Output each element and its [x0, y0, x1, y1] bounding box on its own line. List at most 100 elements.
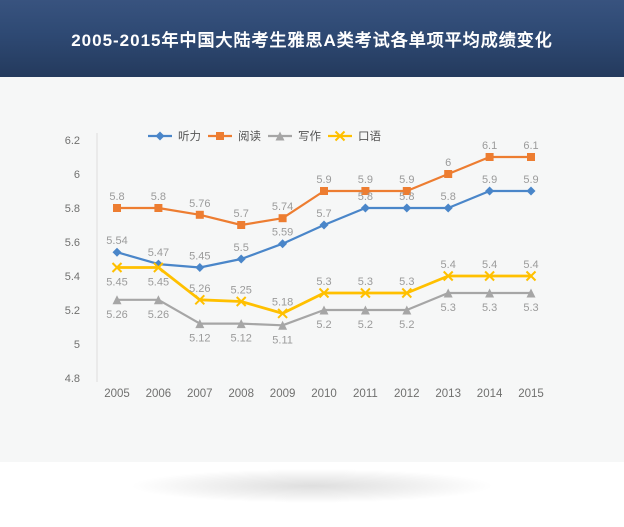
- data-label: 5.9: [358, 174, 373, 186]
- data-point: [278, 239, 288, 249]
- data-label: 5.8: [399, 191, 414, 203]
- data-label: 5.9: [523, 174, 538, 186]
- data-label: 5.3: [358, 276, 373, 288]
- data-point: [318, 287, 330, 299]
- legend-label: 听力: [178, 130, 201, 143]
- data-point: [236, 319, 246, 329]
- data-label: 5.3: [316, 276, 331, 288]
- legend-item-听力: 听力: [148, 130, 201, 143]
- data-label: 5.2: [316, 319, 331, 331]
- data-label: 6: [445, 157, 451, 169]
- legend-label: 阅读: [238, 129, 261, 143]
- series-写作: [112, 288, 536, 330]
- data-label: 5.26: [148, 309, 169, 321]
- data-label: 5.9: [316, 174, 331, 186]
- header-banner: 2005-2015年中国大陆考生雅思A类考试各单项平均成绩变化: [0, 0, 624, 77]
- data-point: [402, 305, 412, 315]
- x-tick-label: 2012: [394, 388, 420, 400]
- data-point: [360, 305, 370, 315]
- x-tick-label: 2013: [435, 388, 461, 400]
- data-point: [112, 295, 122, 305]
- legend-label: 写作: [298, 130, 321, 143]
- data-label: 5.2: [399, 319, 414, 331]
- series-阅读: [113, 153, 535, 229]
- data-label: 5.4: [441, 259, 456, 271]
- legend-item-写作: 写作: [268, 130, 321, 143]
- data-point: [485, 288, 495, 298]
- data-label: 5.54: [106, 235, 127, 247]
- data-label: 5.2: [358, 319, 373, 331]
- data-point: [278, 214, 287, 223]
- data-point: [402, 187, 411, 195]
- x-tick-label: 2015: [518, 388, 544, 400]
- data-point: [320, 187, 328, 195]
- data-label: 5.7: [234, 208, 249, 220]
- data-point: [111, 262, 123, 273]
- data-point: [113, 204, 121, 212]
- data-point: [485, 153, 494, 161]
- data-point: [401, 287, 413, 299]
- x-tick-label: 2009: [270, 388, 296, 400]
- x-tick-label: 2014: [477, 388, 503, 400]
- data-point: [236, 254, 246, 264]
- y-tick-label: 4.8: [65, 373, 80, 385]
- data-label: 5.45: [148, 277, 169, 289]
- data-label: 5.76: [189, 198, 210, 210]
- data-label: 5.3: [523, 302, 538, 314]
- data-label: 5.74: [272, 201, 293, 213]
- data-label: 5.3: [441, 302, 456, 314]
- data-label: 5.8: [151, 191, 166, 203]
- data-point: [361, 187, 370, 195]
- card-drop-shadow: [60, 468, 564, 524]
- data-point: [194, 294, 206, 306]
- data-point: [526, 186, 536, 196]
- data-label: 5.12: [230, 333, 251, 345]
- data-point: [195, 319, 205, 329]
- data-point: [443, 203, 453, 213]
- data-point: [526, 288, 536, 298]
- data-point: [360, 287, 371, 299]
- data-label: 5.26: [189, 283, 210, 295]
- data-label: 6.1: [482, 140, 497, 152]
- data-point: [154, 204, 163, 212]
- data-point: [216, 132, 224, 140]
- legend-item-口语: 口语: [328, 130, 381, 143]
- y-tick-label: 5.2: [65, 305, 80, 317]
- data-point: [153, 262, 164, 273]
- y-tick-label: 5.6: [65, 237, 80, 249]
- x-tick-label: 2005: [104, 388, 130, 400]
- data-label: 5.12: [189, 333, 210, 345]
- chart-card: 6.2 6 5.8 5.6 5.4 5.2 5 4.8 2005 2006 2007 2008 2009…: [0, 77, 624, 462]
- x-axis-tick-labels: 2005 2006 2007 2008 2009 2010 2011 2012 2013 2014…: [104, 388, 544, 400]
- x-tick-label: 2008: [228, 388, 254, 400]
- data-label: 5.9: [482, 174, 497, 186]
- data-point: [278, 320, 288, 330]
- data-label: 5.11: [272, 334, 293, 346]
- data-point: [402, 203, 412, 213]
- series-口语: [111, 262, 537, 319]
- page-bottom: [0, 462, 624, 527]
- data-label: 6.1: [523, 140, 538, 152]
- data-label: 5.25: [230, 285, 251, 297]
- data-label: 5.18: [272, 296, 293, 308]
- data-point: [485, 186, 495, 196]
- data-label: 5.4: [482, 259, 497, 271]
- data-point: [527, 153, 535, 161]
- data-label: 5.4: [523, 259, 538, 271]
- data-label: 5.3: [399, 276, 414, 288]
- data-label: 5.8: [109, 191, 124, 203]
- y-tick-label: 5.8: [65, 203, 80, 215]
- data-label: 5.47: [148, 247, 169, 259]
- data-point: [275, 131, 285, 141]
- data-label: 5.8: [358, 191, 373, 203]
- y-tick-label: 5: [74, 339, 80, 351]
- data-point: [319, 220, 329, 230]
- data-labels: 5.54 5.47 5.45 5.5 5.59 5.7 5.8 5.8 5.8 5.9 5.9 5.8…: [106, 140, 538, 346]
- data-point: [484, 270, 495, 282]
- data-point: [277, 308, 288, 319]
- data-label: 5.59: [272, 227, 293, 239]
- data-point: [334, 130, 346, 142]
- data-point: [360, 203, 370, 213]
- legend: 听力 阅读 写作 口语: [148, 129, 381, 143]
